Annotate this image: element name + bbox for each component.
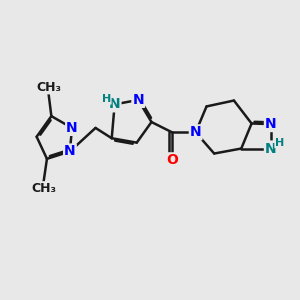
Text: CH₃: CH₃ <box>31 182 56 195</box>
Text: N: N <box>265 142 277 155</box>
Text: N: N <box>64 145 76 158</box>
Text: N: N <box>190 125 202 139</box>
Text: O: O <box>166 153 178 167</box>
Text: H: H <box>275 138 284 148</box>
Text: N: N <box>265 117 277 131</box>
Text: N: N <box>132 93 144 107</box>
Text: CH₃: CH₃ <box>36 81 61 94</box>
Text: N: N <box>109 98 121 111</box>
Text: N: N <box>66 121 78 135</box>
Text: H: H <box>102 94 111 104</box>
